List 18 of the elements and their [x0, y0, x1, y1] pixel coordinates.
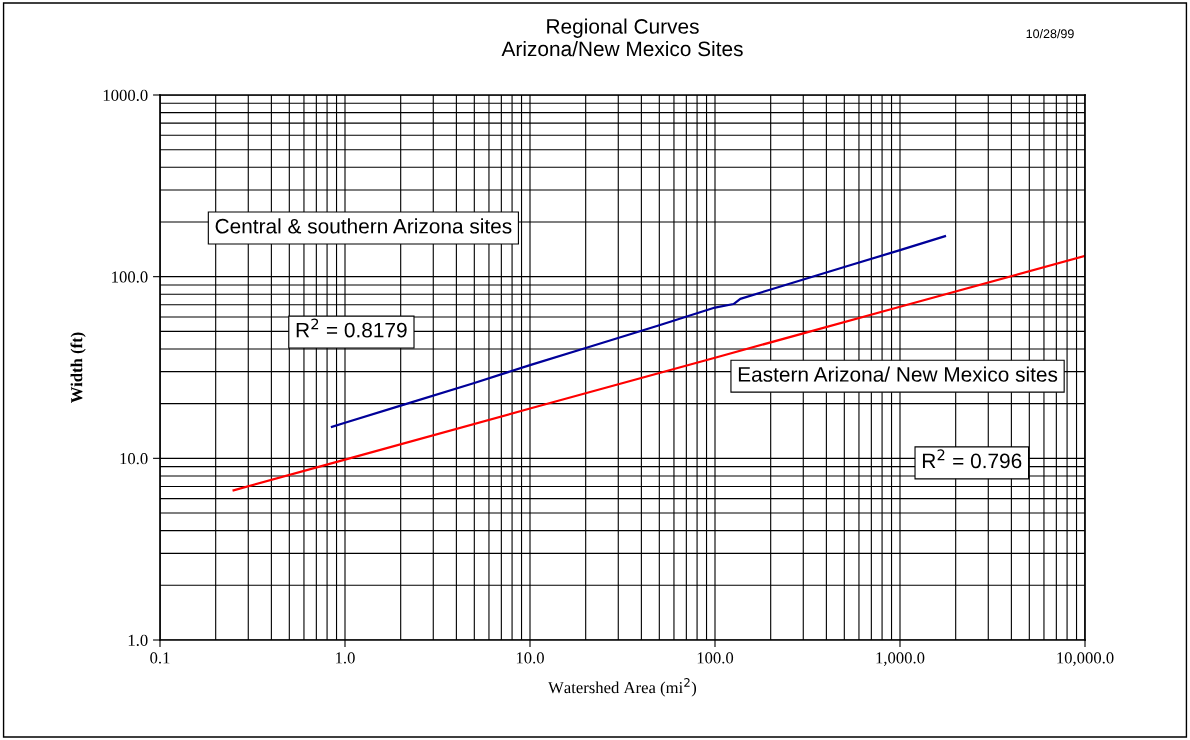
x-tick-label: 10,000.0 [1057, 652, 1114, 666]
y-tick-label: 1000.0 [103, 89, 148, 102]
chart-title: Regional Curves Arizona/New Mexico Sites [501, 18, 743, 57]
x-tick-label: 0.1 [150, 652, 170, 664]
x-axis-title: Watershed Area (mi$^{2}$) [548, 678, 697, 697]
x-tick-label: 1,000.0 [876, 652, 925, 666]
y-tick-label: 10.0 [120, 453, 148, 465]
annotation: R$^{2}$ = 0.796 [922, 449, 1022, 469]
text: 10/28/99 [1026, 28, 1074, 39]
y-tick-label: 1.0 [128, 634, 148, 647]
annotation: Central & southern Arizona sites [215, 218, 512, 234]
annotation: R$^{2}$ = 0.8179 [296, 318, 407, 338]
y-axis-title: Width (ft) [70, 332, 86, 403]
x-tick-label: 100.0 [697, 652, 734, 664]
x-tick-label: 10.0 [516, 652, 544, 664]
y-tick-label: 100.0 [112, 271, 148, 283]
x-tick-label: 1.0 [336, 652, 355, 664]
annotation: Eastern Arizona/ New Mexico sites [738, 366, 1058, 382]
